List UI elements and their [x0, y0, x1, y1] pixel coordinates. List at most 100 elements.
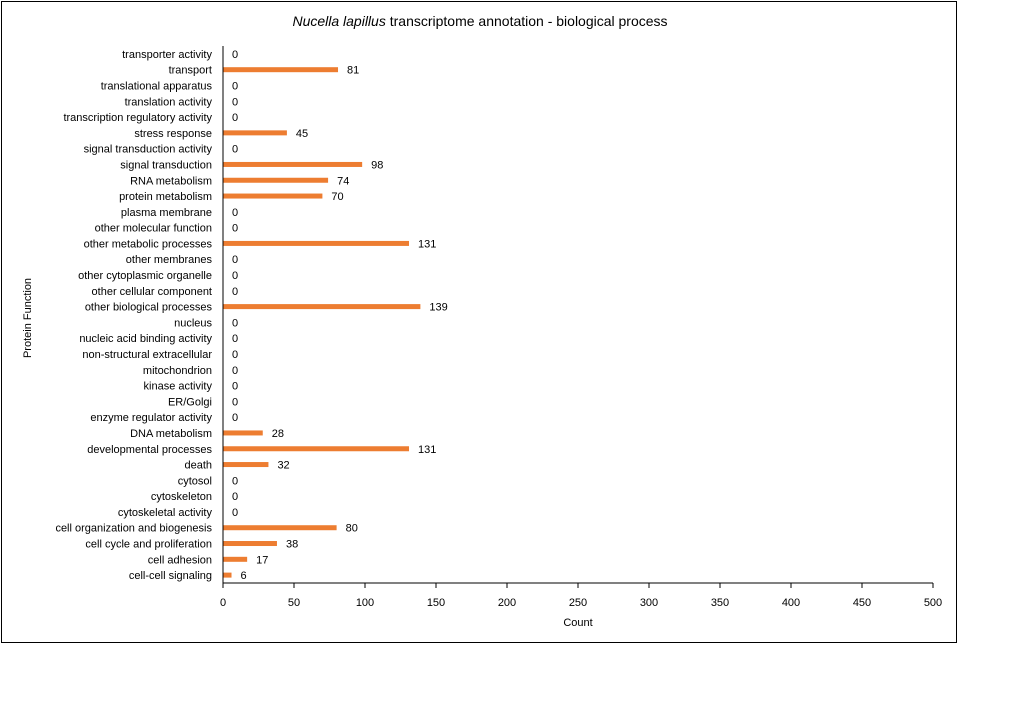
- data-label: 32: [277, 460, 289, 472]
- category-label: other cytoplasmic organelle: [78, 270, 212, 282]
- data-label: 74: [337, 175, 349, 187]
- data-label: 0: [232, 317, 238, 329]
- category-label: protein metabolism: [119, 191, 212, 203]
- data-label: 0: [232, 270, 238, 282]
- data-label: 0: [232, 365, 238, 377]
- chart-frame: Nucella lapillus transcriptome annotatio…: [1, 1, 957, 643]
- category-label: cell-cell signaling: [129, 570, 212, 582]
- y-axis-title: Protein Function: [22, 278, 34, 358]
- category-label: cell cycle and proliferation: [85, 539, 212, 551]
- category-label: nucleus: [174, 317, 212, 329]
- bar: [223, 177, 329, 183]
- bar: [223, 161, 363, 167]
- data-label: 0: [232, 96, 238, 108]
- x-tick-label: 200: [498, 597, 516, 609]
- category-label: DNA metabolism: [130, 428, 212, 440]
- x-tick-label: 100: [356, 597, 374, 609]
- category-label: RNA metabolism: [130, 175, 212, 187]
- category-label: kinase activity: [144, 381, 213, 393]
- bar: [223, 130, 287, 136]
- data-label: 0: [232, 112, 238, 124]
- x-tick-label: 500: [924, 597, 942, 609]
- category-label: other membranes: [126, 254, 213, 266]
- bars-layer: [223, 67, 421, 578]
- category-label: cell adhesion: [148, 554, 212, 566]
- x-tick-label: 350: [711, 597, 729, 609]
- category-label: signal transduction activity: [84, 144, 213, 156]
- x-tick-label: 250: [569, 597, 587, 609]
- category-label: stress response: [134, 128, 212, 140]
- data-label: 0: [232, 349, 238, 361]
- x-tick-label: 450: [853, 597, 871, 609]
- chart-title: Nucella lapillus transcriptome annotatio…: [292, 13, 667, 29]
- bar: [223, 240, 410, 246]
- chart-title-italic: Nucella lapillus: [292, 13, 385, 29]
- bar: [223, 462, 269, 468]
- data-label: 131: [418, 444, 436, 456]
- category-label: signal transduction: [120, 159, 212, 171]
- category-label: plasma membrane: [121, 207, 212, 219]
- bar: [223, 67, 339, 73]
- category-label: nucleic acid binding activity: [79, 333, 212, 345]
- x-tick-label: 400: [782, 597, 800, 609]
- bar: [223, 525, 337, 531]
- category-label: cytoskeleton: [151, 491, 212, 503]
- data-label: 0: [232, 475, 238, 487]
- category-label: other metabolic processes: [84, 238, 213, 250]
- category-label: death: [184, 460, 212, 472]
- data-label: 45: [296, 128, 308, 140]
- x-tick-label: 300: [640, 597, 658, 609]
- bar: [223, 304, 421, 310]
- data-label: 80: [346, 523, 358, 535]
- category-label: cytosol: [178, 475, 212, 487]
- data-label: 6: [241, 570, 247, 582]
- data-label: 38: [286, 539, 298, 551]
- data-label: 0: [232, 491, 238, 503]
- data-label: 0: [232, 80, 238, 92]
- data-label: 0: [232, 412, 238, 424]
- data-label: 28: [272, 428, 284, 440]
- x-tick-label: 150: [427, 597, 445, 609]
- data-label: 139: [429, 302, 447, 314]
- data-label: 131: [418, 238, 436, 250]
- category-label: transporter activity: [122, 49, 212, 61]
- category-label: translation activity: [125, 96, 213, 108]
- data-label: 70: [331, 191, 343, 203]
- data-label: 0: [232, 223, 238, 235]
- data-label: 0: [232, 507, 238, 519]
- bar: [223, 541, 277, 547]
- category-label: cell organization and biogenesis: [55, 523, 212, 535]
- category-label: mitochondrion: [143, 365, 212, 377]
- data-label: 17: [256, 554, 268, 566]
- data-label: 0: [232, 396, 238, 408]
- data-label: 0: [232, 49, 238, 61]
- data-label: 98: [371, 159, 383, 171]
- x-axis-title: Count: [563, 617, 592, 629]
- x-tick-label: 0: [220, 597, 226, 609]
- data-label: 0: [232, 254, 238, 266]
- data-label: 0: [232, 381, 238, 393]
- category-label: transport: [169, 65, 212, 77]
- data-label: 0: [232, 286, 238, 298]
- data-label: 81: [347, 65, 359, 77]
- category-label: developmental processes: [87, 444, 212, 456]
- category-label: enzyme regulator activity: [90, 412, 212, 424]
- category-label: cytoskeletal activity: [118, 507, 213, 519]
- bar-chart: Nucella lapillus transcriptome annotatio…: [22, 13, 942, 629]
- category-label: transcription regulatory activity: [63, 112, 212, 124]
- data-label: 0: [232, 144, 238, 156]
- data-label: 0: [232, 333, 238, 345]
- category-label: ER/Golgi: [168, 396, 212, 408]
- bar: [223, 193, 323, 199]
- bar: [223, 430, 263, 436]
- bar: [223, 446, 410, 452]
- category-label: other molecular function: [95, 223, 212, 235]
- category-label: translational apparatus: [101, 80, 213, 92]
- data-label: 0: [232, 207, 238, 219]
- category-label: other cellular component: [92, 286, 212, 298]
- category-label: non-structural extracellular: [82, 349, 212, 361]
- bar: [223, 572, 232, 578]
- chart-title-rest: transcriptome annotation - biological pr…: [386, 13, 668, 29]
- category-label: other biological processes: [85, 302, 213, 314]
- axes-layer: transporter activity 0 transport 81 translat…: [55, 46, 942, 609]
